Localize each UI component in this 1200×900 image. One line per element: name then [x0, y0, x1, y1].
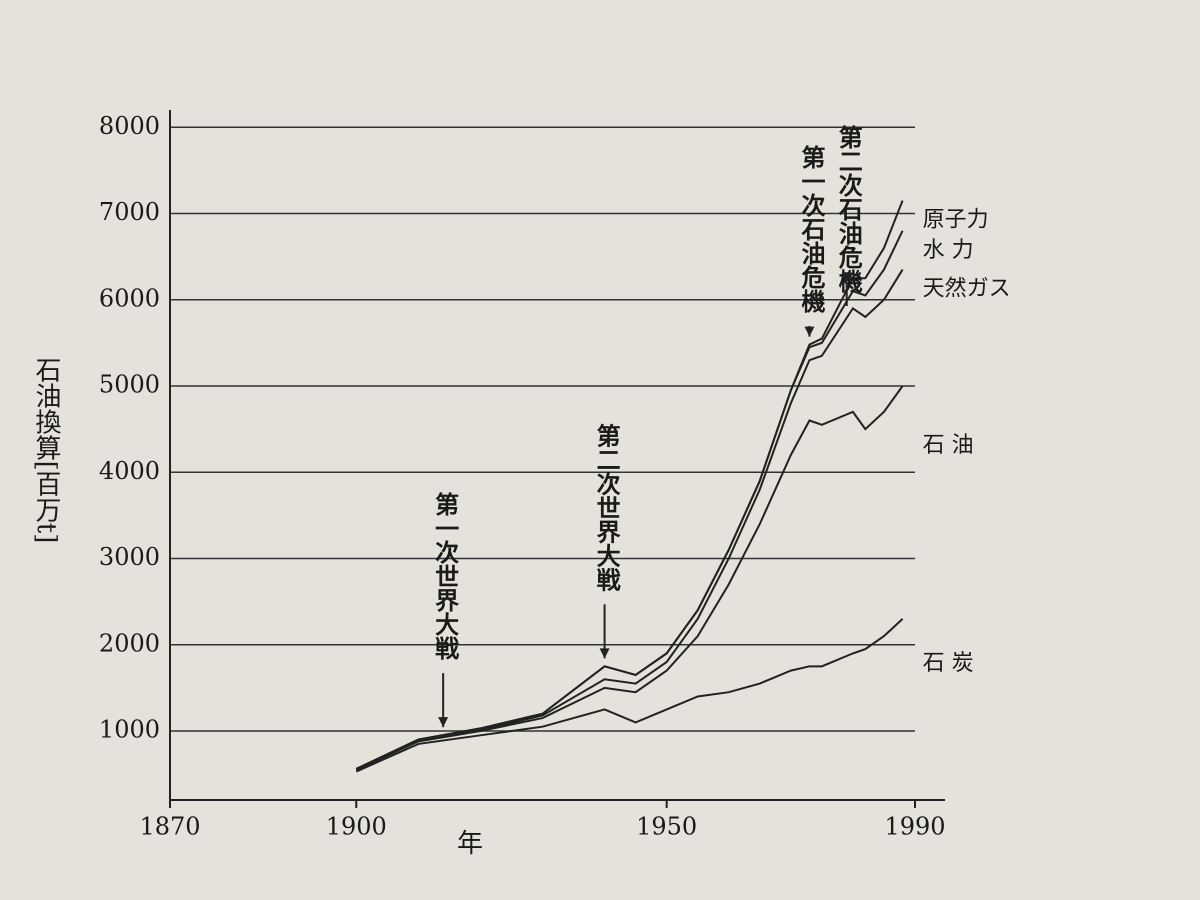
x-tick-label: 1870: [139, 813, 200, 841]
series-line: [355, 200, 904, 770]
series-line: [355, 618, 904, 773]
y-tick-label: 5000: [99, 371, 160, 399]
arrow-head: [841, 272, 852, 283]
annotation: 第二次世界大戦: [592, 422, 621, 591]
x-tick-label: 1950: [636, 813, 697, 841]
series-label: 原子力: [923, 208, 989, 233]
arrow-head: [599, 648, 610, 659]
x-tick-label: 1990: [884, 813, 945, 841]
series-line: [355, 269, 904, 771]
arrow-head: [804, 326, 815, 337]
arrow-head: [438, 717, 449, 728]
series-label: 石 炭: [923, 651, 974, 676]
annotation: 第一次石油危機: [797, 144, 826, 314]
y-tick-label: 7000: [99, 198, 160, 226]
y-tick-label: 4000: [99, 457, 160, 485]
series-label: 石 油: [923, 433, 974, 458]
y-tick-label: 2000: [99, 629, 160, 657]
series-label: 水 力: [923, 238, 974, 263]
x-tick-label: 1900: [326, 813, 387, 841]
y-axis-label: 石油換算[百万t]: [31, 357, 61, 544]
series-line: [355, 385, 904, 771]
series-label: 天然ガス: [923, 277, 1011, 302]
annotation: 第二次石油危機: [834, 124, 863, 294]
y-tick-label: 1000: [99, 716, 160, 744]
y-tick-label: 8000: [99, 112, 160, 140]
annotation: 第一次世界大戦: [431, 491, 460, 660]
y-tick-label: 3000: [99, 543, 160, 571]
y-tick-label: 6000: [99, 284, 160, 312]
x-axis-label: 年: [457, 829, 483, 859]
